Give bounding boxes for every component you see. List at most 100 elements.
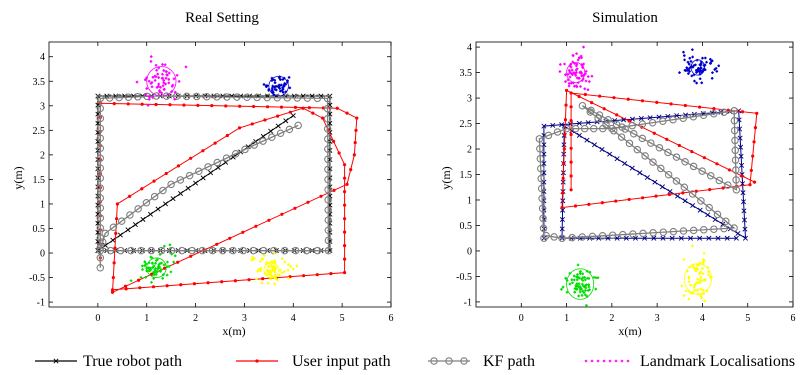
landmark-point [578,270,582,274]
landmark-point [253,257,256,260]
landmark-point [255,277,258,281]
true-robot-path-marker [683,112,689,118]
kf-path-marker [324,145,332,153]
user-input-path-marker [560,206,564,210]
landmark-point [575,85,579,89]
landmark-point [702,251,706,255]
kf-path-marker [608,231,617,239]
data-layer [535,45,759,307]
landmark-point [698,278,701,282]
landmark-point [267,265,271,268]
true-robot-path-marker [576,132,582,138]
landmark-point [699,271,702,275]
x-tick-label: 5 [340,313,345,324]
landmark-point [291,267,295,271]
kf-path-marker [537,174,545,183]
kf-path-marker [688,190,697,198]
landmark-point [581,272,585,276]
landmark-estimate-circle [683,263,712,295]
landmark-point [573,278,576,282]
legend-marker [430,357,438,365]
kf-path-marker [710,225,718,233]
user-input-path-marker [749,168,753,173]
landmark-point [278,268,282,272]
kf-path-marker [96,124,105,133]
user-input-path-marker [252,104,256,109]
landmark-point [146,104,150,107]
y-tick-label: 0.5 [460,221,473,232]
landmark-point [259,267,263,270]
landmark-point [273,259,276,262]
kf-path-marker [659,117,667,125]
kf-path-marker [213,158,222,167]
landmark-point [700,296,703,299]
user-input-path-marker [755,111,759,115]
kf-path-marker [732,166,740,174]
landmark-point [159,270,162,273]
y-tick-label: 4 [467,43,472,54]
landmark-point [705,60,708,64]
kf-path-marker [259,246,268,255]
landmark-point [575,288,578,291]
true-robot-path-marker [541,160,547,166]
user-input-path-marker [683,103,687,108]
landmark-point [684,289,688,293]
user-input-path-marker [342,190,347,194]
true-robot-path-marker [738,144,744,150]
y-tick-label: 0.5 [33,224,46,235]
user-input-path-marker [712,107,716,111]
kf-path-marker [241,145,249,154]
landmark-point [558,70,562,73]
true-robot-path-marker [585,120,591,126]
kf-path-marker [669,227,678,236]
landmark-point [709,62,712,65]
x-tick-label: 2 [193,313,198,324]
kf-path-marker [213,93,221,101]
landmark-point [158,253,162,256]
landmark-point [587,283,590,286]
landmark-point [287,76,291,79]
user-input-path-marker [640,196,645,200]
y-tick-label: 3.5 [33,77,46,88]
user-input-path-marker [168,103,172,107]
landmark-point [273,261,277,264]
true-robot-path-marker [724,235,730,241]
landmark-point [689,283,692,287]
landmark-point [560,288,563,291]
landmark-point [575,67,579,71]
true-robot-path-marker [95,175,101,181]
landmark-point [701,267,704,270]
kf-path-marker [649,229,657,237]
landmark-point [571,73,574,76]
landmark-point [582,291,586,294]
kf-path-marker [730,126,739,135]
y-tick-label: 3 [40,101,45,112]
landmark-point [160,261,163,265]
user-input-path-marker [210,104,214,108]
kf-path-marker [537,164,545,173]
landmark-point [585,304,588,307]
kf-path-marker [96,224,105,232]
user-input-path-marker [189,254,193,258]
landmark-point [586,289,590,292]
chart-title: Real Setting [185,10,259,26]
landmark-point [683,54,686,57]
landmark-point [698,77,702,81]
user-input-path-marker [587,202,591,206]
landmark-point [262,83,266,86]
kf-path-marker [679,114,687,122]
user-input-path-marker [152,179,156,183]
user-input-path-marker [112,102,116,106]
landmark-point [710,77,714,80]
kf-path-marker [732,186,741,194]
legend-marker [460,357,468,365]
user-input-path-marker [627,119,631,123]
y-axis-label: y(m) [11,166,25,189]
true-robot-path-marker [669,235,675,241]
landmark-point [273,282,276,286]
y-tick-label: 3 [467,94,472,105]
user-input-path-marker [752,140,756,144]
true-robot-path-marker [318,93,324,99]
kf-path-marker [96,144,105,152]
kf-path-marker [542,231,550,240]
